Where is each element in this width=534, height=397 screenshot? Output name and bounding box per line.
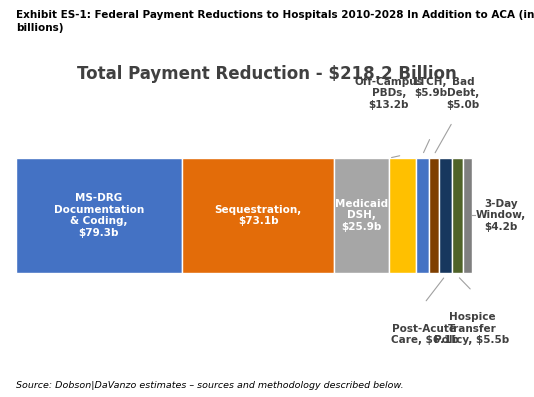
Bar — [182, 158, 334, 273]
Bar — [452, 158, 463, 273]
Bar — [416, 158, 429, 273]
Bar — [389, 158, 416, 273]
Text: Off-Campus
PBDs,
$13.2b: Off-Campus PBDs, $13.2b — [355, 77, 423, 110]
Bar — [334, 158, 389, 273]
Text: MS-DRG
Documentation
& Coding,
$79.3b: MS-DRG Documentation & Coding, $79.3b — [54, 193, 144, 238]
Text: Bad
Debt,
$5.0b: Bad Debt, $5.0b — [446, 77, 480, 110]
Bar — [429, 158, 439, 273]
Bar — [439, 158, 452, 273]
Text: LTCH,
$5.9b: LTCH, $5.9b — [414, 77, 447, 98]
Text: Sequestration,
$73.1b: Sequestration, $73.1b — [215, 205, 302, 226]
Text: 3-Day
Window,
$4.2b: 3-Day Window, $4.2b — [476, 199, 527, 232]
Text: Post-Acute
Care, $6.1b: Post-Acute Care, $6.1b — [390, 324, 458, 345]
Text: Medicaid
DSH,
$25.9b: Medicaid DSH, $25.9b — [335, 199, 388, 232]
Text: Total Payment Reduction - $218.2 Billion: Total Payment Reduction - $218.2 Billion — [77, 65, 457, 83]
Text: Source: Dobson|DaVanzo estimates – sources and methodology described below.: Source: Dobson|DaVanzo estimates – sourc… — [16, 381, 404, 390]
Text: Exhibit ES-1: Federal Payment Reductions to Hospitals 2010-2028 In Addition to A: Exhibit ES-1: Federal Payment Reductions… — [16, 10, 534, 33]
Text: Hospice
Transfer
Policy, $5.5b: Hospice Transfer Policy, $5.5b — [435, 312, 510, 345]
Bar — [16, 158, 182, 273]
Bar — [463, 158, 472, 273]
